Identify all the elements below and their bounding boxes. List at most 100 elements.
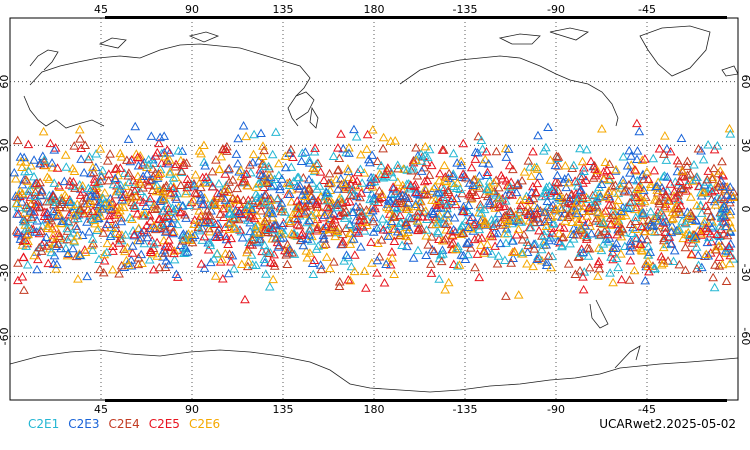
observation-triangle xyxy=(553,236,564,245)
observation-triangle xyxy=(346,234,357,244)
observation-triangle xyxy=(619,241,630,250)
observation-triangle xyxy=(484,196,495,205)
observation-triangle xyxy=(262,178,272,188)
observation-triangle xyxy=(210,271,221,280)
observation-triangle xyxy=(310,143,320,152)
observation-triangle xyxy=(158,212,169,222)
observation-triangle xyxy=(642,167,652,176)
observation-triangle xyxy=(288,152,298,162)
observation-triangle xyxy=(700,216,710,225)
observation-triangle xyxy=(500,229,510,238)
observation-triangle xyxy=(308,269,319,278)
observation-triangle xyxy=(570,269,581,278)
observation-triangle xyxy=(259,240,270,249)
observation-triangle xyxy=(176,166,187,175)
observation-triangle xyxy=(593,208,603,217)
observation-triangle xyxy=(94,254,104,264)
observation-triangle xyxy=(714,178,725,188)
observation-triangle xyxy=(709,282,720,292)
observation-triangle xyxy=(613,219,624,229)
observation-triangle xyxy=(590,189,601,199)
observation-triangle xyxy=(500,201,511,211)
observation-triangle xyxy=(685,169,696,178)
observation-triangle xyxy=(199,140,209,149)
observation-triangle xyxy=(271,127,281,136)
observation-triangle xyxy=(201,172,212,181)
observation-triangle xyxy=(25,184,36,194)
observation-triangle xyxy=(600,192,611,201)
observation-triangle xyxy=(686,249,697,258)
observation-triangle xyxy=(127,241,138,250)
observation-triangle xyxy=(696,262,707,272)
observation-triangle xyxy=(714,236,724,245)
observation-triangle xyxy=(596,213,607,222)
observation-triangle xyxy=(624,145,635,155)
observation-triangle xyxy=(264,170,274,179)
observation-triangle xyxy=(532,178,543,188)
observation-triangle xyxy=(270,233,281,243)
observation-triangle xyxy=(47,162,58,172)
map-border-top-bar xyxy=(105,16,727,19)
observation-triangle xyxy=(662,172,673,181)
observation-triangle xyxy=(349,266,360,276)
observation-triangle xyxy=(163,203,174,213)
observation-triangle xyxy=(627,228,638,238)
observation-triangle xyxy=(13,275,23,285)
observation-triangle xyxy=(236,165,246,174)
observation-triangle xyxy=(625,246,635,255)
observation-triangle xyxy=(638,210,649,219)
observation-triangle xyxy=(703,205,713,215)
observation-triangle xyxy=(241,169,252,178)
observation-triangle xyxy=(665,146,676,156)
observation-triangle xyxy=(584,262,595,272)
axis-tick-label: -60 xyxy=(0,327,11,345)
observation-triangle xyxy=(39,155,50,164)
observation-triangle xyxy=(282,239,293,249)
observation-triangle xyxy=(438,249,448,258)
observation-triangle xyxy=(368,173,379,182)
observation-triangle xyxy=(412,171,423,180)
observation-triangle xyxy=(652,181,662,191)
observation-triangle xyxy=(594,256,604,266)
observation-triangle xyxy=(596,179,607,188)
observation-triangle xyxy=(65,232,76,241)
observation-triangle xyxy=(69,210,79,219)
observation-triangle xyxy=(141,201,151,211)
observation-triangle xyxy=(110,174,121,184)
observation-triangle xyxy=(405,180,416,189)
observation-triangle xyxy=(511,187,522,197)
observation-triangle xyxy=(100,200,110,209)
observation-triangle xyxy=(653,226,664,236)
observation-triangle xyxy=(579,162,589,172)
observation-triangle xyxy=(493,182,504,192)
observation-triangle xyxy=(350,222,361,231)
observation-triangle xyxy=(20,157,31,166)
observation-triangle xyxy=(87,234,98,243)
observation-triangle xyxy=(437,235,448,245)
observation-triangle xyxy=(24,223,34,232)
observation-triangle xyxy=(349,250,360,259)
observation-triangle xyxy=(165,169,175,178)
observation-triangle xyxy=(267,149,278,159)
observation-triangle xyxy=(645,220,656,229)
observation-triangle xyxy=(348,234,359,243)
observation-triangle xyxy=(81,192,92,202)
observation-triangle xyxy=(725,194,736,204)
observation-triangle xyxy=(142,232,153,242)
observation-triangle xyxy=(614,180,625,190)
observation-triangle xyxy=(688,233,699,242)
axis-tick-label: -30 xyxy=(739,264,750,282)
observation-triangle xyxy=(277,174,287,183)
observation-triangle xyxy=(463,249,473,259)
observation-triangle xyxy=(709,196,720,206)
observation-triangle xyxy=(338,178,349,188)
observation-triangle xyxy=(616,206,627,216)
observation-triangle xyxy=(138,182,148,192)
observation-triangle xyxy=(367,150,377,159)
observation-triangle xyxy=(703,166,714,175)
observation-triangle xyxy=(171,194,182,203)
observation-triangle xyxy=(426,259,436,268)
observation-triangle xyxy=(378,132,389,142)
observation-triangle xyxy=(347,174,358,183)
observation-triangle xyxy=(51,241,62,251)
